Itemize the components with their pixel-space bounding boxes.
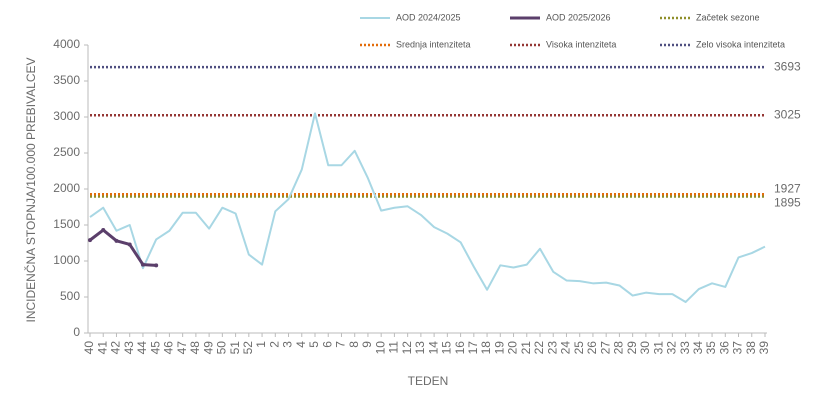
x-tick-label: 24: [559, 341, 573, 355]
threshold-label: 3693: [774, 59, 801, 73]
x-tick-label: 12: [400, 341, 414, 355]
x-tick-label: 51: [228, 341, 242, 355]
x-tick-label: 45: [148, 341, 162, 355]
x-tick-label: 17: [466, 341, 480, 355]
legend-label: AOD 2025/2026: [546, 12, 611, 22]
x-tick-label: 38: [744, 341, 758, 355]
x-tick-label: 13: [413, 341, 427, 355]
y-tick-label: 3500: [53, 73, 80, 87]
legend-label: Začetek sezone: [696, 12, 760, 22]
legend-label: Srednja intenziteta: [396, 39, 471, 49]
point: [140, 262, 145, 267]
x-tick-label: 41: [95, 341, 109, 355]
x-tick-label: 15: [440, 341, 454, 355]
x-tick-label: 21: [519, 341, 533, 355]
x-tick-label: 42: [109, 341, 123, 355]
x-tick-label: 9: [360, 341, 374, 348]
x-tick-label: 44: [135, 341, 149, 355]
x-tick-label: 49: [201, 341, 215, 355]
y-tick-label: 0: [73, 325, 80, 339]
x-tick-label: 26: [585, 341, 599, 355]
x-tick-label: 8: [347, 341, 361, 348]
x-tick-label: 20: [506, 341, 520, 355]
x-tick-label: 32: [665, 341, 679, 355]
point: [154, 263, 159, 268]
x-tick-label: 40: [82, 341, 96, 355]
y-tick-label: 1500: [53, 217, 80, 231]
x-tick-label: 19: [492, 341, 506, 355]
x-tick-label: 37: [731, 341, 745, 355]
threshold-label: 1927: [774, 181, 801, 195]
x-tick-label: 11: [387, 341, 401, 354]
y-tick-label: 4000: [53, 37, 80, 51]
x-tick-label: 46: [162, 341, 176, 355]
x-tick-label: 16: [453, 341, 467, 355]
x-tick-label: 43: [122, 341, 136, 355]
legend-label: Zelo visoka intenziteta: [696, 39, 785, 49]
x-tick-label: 6: [320, 341, 334, 348]
y-tick-label: 1000: [53, 253, 80, 267]
point: [101, 228, 106, 233]
x-tick-label: 50: [215, 341, 229, 355]
x-tick-label: 22: [532, 341, 546, 355]
y-tick-label: 3000: [53, 109, 80, 123]
legend-label: Visoka intenziteta: [546, 39, 616, 49]
x-tick-label: 18: [479, 341, 493, 355]
x-axis-label: TEDEN: [408, 374, 449, 388]
legend-label: AOD 2024/2025: [396, 12, 461, 22]
x-tick-label: 48: [188, 341, 202, 355]
x-tick-label: 23: [545, 341, 559, 355]
x-tick-label: 34: [691, 341, 705, 355]
threshold-label: 1895: [774, 196, 801, 210]
x-tick-label: 5: [307, 341, 321, 348]
x-tick-label: 10: [373, 341, 387, 355]
x-tick-label: 39: [757, 341, 771, 355]
series-line: [89, 112, 766, 304]
x-tick-label: 7: [334, 341, 348, 348]
x-tick-label: 1: [254, 341, 268, 348]
x-tick-label: 3: [281, 341, 295, 348]
x-tick-label: 2: [267, 341, 281, 348]
x-tick-label: 33: [678, 341, 692, 355]
point: [127, 242, 132, 247]
x-tick-label: 25: [572, 341, 586, 355]
y-axis-label: INCIDENČNA STOPNJA/100.000 PREBIVALCEV: [23, 58, 38, 323]
x-tick-label: 30: [638, 341, 652, 355]
y-tick-label: 2500: [53, 145, 80, 159]
series-line: [89, 228, 157, 267]
x-tick-label: 28: [612, 341, 626, 355]
x-tick-label: 14: [426, 341, 440, 355]
threshold-label: 3025: [774, 107, 801, 121]
point: [114, 238, 119, 243]
x-tick-label: 29: [625, 341, 639, 355]
x-tick-label: 47: [175, 341, 189, 355]
x-tick-label: 36: [717, 341, 731, 355]
x-tick-label: 31: [651, 341, 665, 355]
x-tick-label: 52: [241, 341, 255, 355]
y-tick-label: 500: [60, 289, 80, 303]
point: [88, 238, 92, 243]
x-tick-label: 35: [704, 341, 718, 355]
x-tick-label: 27: [598, 341, 612, 355]
x-tick-label: 4: [294, 341, 308, 348]
y-tick-label: 2000: [53, 181, 80, 195]
